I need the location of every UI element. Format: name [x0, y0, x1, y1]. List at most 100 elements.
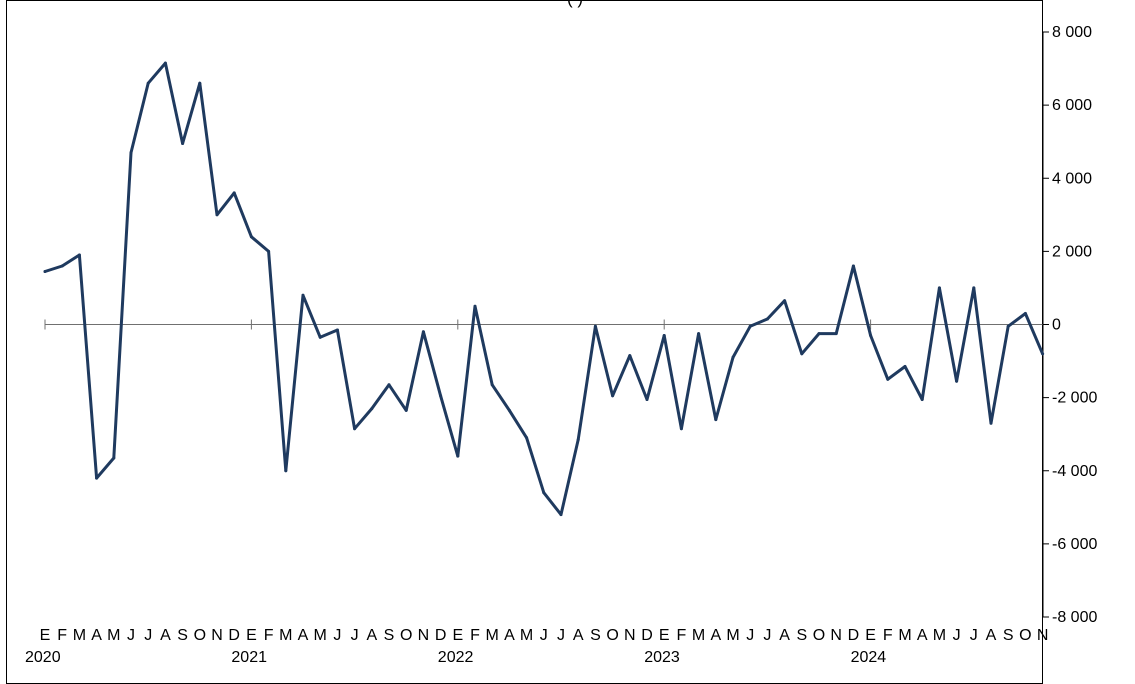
month-label: S	[590, 627, 601, 644]
month-label: A	[366, 627, 377, 644]
data-point	[370, 407, 374, 411]
month-label: A	[710, 627, 721, 644]
month-label: M	[898, 627, 911, 644]
month-label: J	[144, 627, 152, 644]
month-label: S	[1003, 627, 1014, 644]
month-label: A	[160, 627, 171, 644]
month-label: F	[264, 627, 274, 644]
month-label: A	[298, 627, 309, 644]
data-point	[507, 408, 511, 412]
data-point	[937, 286, 941, 290]
month-label: M	[486, 627, 499, 644]
data-point	[783, 299, 787, 303]
month-label: F	[883, 627, 893, 644]
zero-axis	[44, 319, 1043, 330]
data-point	[731, 355, 735, 359]
month-label: A	[91, 627, 102, 644]
data-point	[576, 438, 580, 442]
month-label: E	[246, 627, 257, 644]
month-label: O	[813, 627, 825, 644]
month-label: A	[504, 627, 515, 644]
data-point	[335, 328, 339, 332]
month-label: M	[314, 627, 327, 644]
month-label: S	[796, 627, 807, 644]
month-label: M	[73, 627, 86, 644]
y-tick-label: 2 000	[1052, 243, 1092, 260]
month-label: A	[917, 627, 928, 644]
data-point	[163, 61, 167, 65]
data-point	[456, 454, 460, 458]
data-point	[834, 332, 838, 336]
month-label: M	[933, 627, 946, 644]
month-label: O	[606, 627, 618, 644]
year-label: 2022	[438, 649, 474, 666]
y-tick-label: -2 000	[1052, 390, 1097, 407]
month-label: M	[279, 627, 292, 644]
data-point	[765, 317, 769, 321]
data-point	[972, 286, 976, 290]
data-point	[1041, 352, 1045, 356]
data-point	[215, 213, 219, 217]
year-label: 2020	[25, 649, 61, 666]
data-point	[60, 264, 64, 268]
data-point	[77, 253, 81, 257]
data-point	[267, 249, 271, 253]
data-point	[869, 334, 873, 337]
data-point	[542, 491, 546, 495]
month-label: J	[970, 627, 978, 644]
month-label: N	[1037, 627, 1049, 644]
data-point	[679, 427, 683, 431]
month-label: M	[520, 627, 533, 644]
y-axis: 8 000 6 000 4 000 2 000 0 -2 000 -4 000 -6 000 -…	[1042, 24, 1097, 626]
data-point	[714, 418, 718, 422]
data-point	[662, 334, 666, 337]
month-label: S	[177, 627, 188, 644]
data-point	[955, 379, 959, 383]
data-point	[920, 398, 924, 401]
data-point	[249, 235, 253, 239]
data-point	[697, 332, 701, 336]
y-tick-label: -6 000	[1052, 536, 1097, 553]
month-label: A	[986, 627, 997, 644]
month-label: D	[641, 627, 653, 644]
month-label: A	[573, 627, 584, 644]
data-point	[593, 324, 597, 328]
month-label: D	[228, 627, 240, 644]
month-label: E	[865, 627, 876, 644]
month-label: J	[333, 627, 341, 644]
chart-title: ( )	[567, 0, 583, 8]
month-label: J	[557, 627, 565, 644]
data-point	[232, 191, 236, 195]
month-label: J	[540, 627, 548, 644]
data-point	[989, 421, 993, 425]
month-label: E	[40, 627, 51, 644]
data-point	[525, 436, 529, 440]
month-label: E	[452, 627, 463, 644]
month-label: N	[830, 627, 842, 644]
data-point	[146, 81, 150, 85]
data-point	[404, 408, 408, 412]
data-point	[611, 394, 615, 398]
data-point	[473, 304, 477, 308]
month-label: F	[57, 627, 67, 644]
data-point	[198, 81, 202, 85]
month-label: F	[470, 627, 480, 644]
y-tick-label: 8 000	[1052, 24, 1092, 41]
month-label: J	[746, 627, 754, 644]
data-point	[112, 456, 116, 460]
month-label: M	[107, 627, 120, 644]
month-label: F	[677, 627, 687, 644]
data-point	[817, 332, 821, 336]
month-label: J	[127, 627, 135, 644]
month-label: M	[692, 627, 705, 644]
year-label: 2023	[644, 649, 680, 666]
data-point	[43, 270, 47, 273]
month-label: A	[779, 627, 790, 644]
data-point	[490, 383, 494, 387]
data-point	[318, 335, 322, 339]
data-point	[886, 377, 890, 381]
year-label: 2021	[231, 649, 267, 666]
month-label: D	[435, 627, 447, 644]
month-label: O	[194, 627, 206, 644]
